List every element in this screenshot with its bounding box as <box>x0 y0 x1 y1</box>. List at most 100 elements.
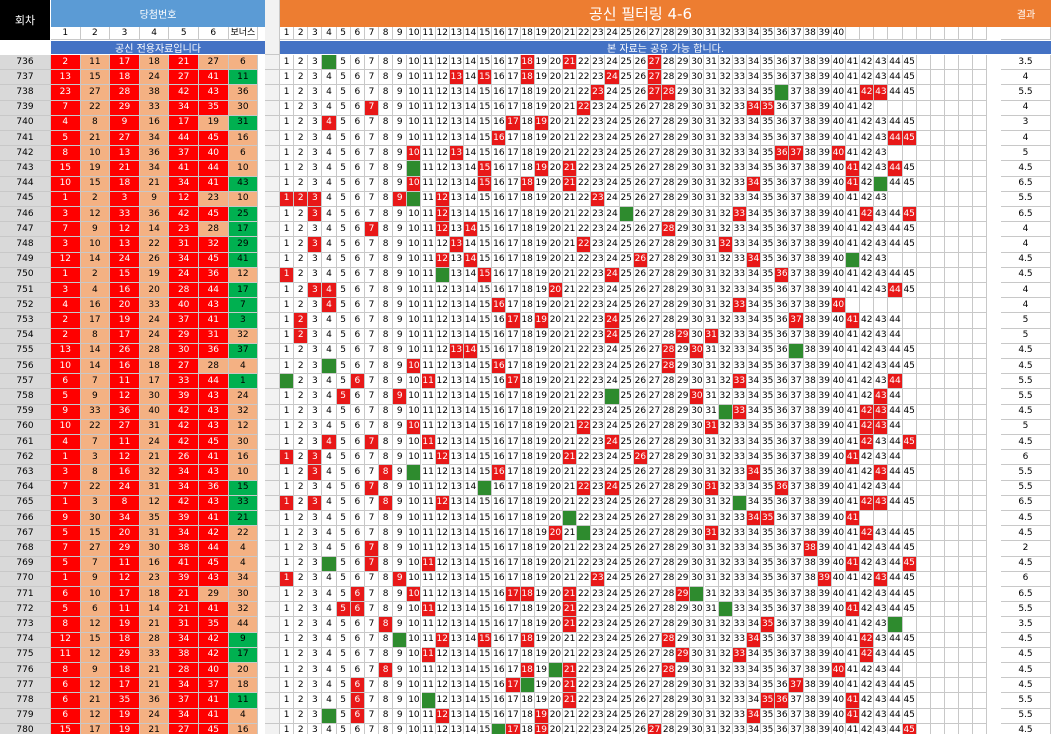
filter-cell[interactable]: 35 <box>761 495 776 511</box>
filter-cell[interactable]: 5 <box>336 480 351 496</box>
filter-cell[interactable]: 5 <box>336 131 351 147</box>
winning-numbers-header[interactable]: 당첨번호 <box>51 0 265 27</box>
filter-cell[interactable] <box>846 298 861 314</box>
filter-cell[interactable]: 44 <box>888 693 903 709</box>
filter-cell[interactable]: 40 <box>831 100 846 116</box>
filter-cell[interactable]: 17 <box>506 450 521 466</box>
winning-number[interactable]: 10 <box>51 176 81 192</box>
filter-cell[interactable]: 11 <box>421 511 436 527</box>
filter-cell[interactable]: 14 <box>463 632 479 648</box>
filter-cell[interactable]: 9 <box>393 85 408 101</box>
filter-cell[interactable]: 16 <box>492 237 507 253</box>
filter-cell[interactable]: 2 <box>294 115 309 131</box>
filter-cell[interactable]: 27 <box>647 222 663 238</box>
winning-number[interactable]: 19 <box>110 708 140 724</box>
result-cell[interactable]: 4 <box>1001 298 1051 314</box>
filter-cell[interactable]: 32 <box>718 663 733 679</box>
filter-cell[interactable]: 44 <box>888 389 903 405</box>
filter-cell[interactable]: 7 <box>364 632 380 648</box>
filter-cell[interactable]: 11 <box>421 404 436 420</box>
winning-number[interactable]: 19 <box>199 115 229 131</box>
filter-cell[interactable]: 35 <box>761 131 776 147</box>
filter-cell[interactable]: 13 <box>449 723 464 734</box>
winning-number[interactable]: 12 <box>110 571 140 587</box>
filter-cell[interactable]: 1 <box>280 647 295 663</box>
filter-cell[interactable]: 12 <box>435 100 450 116</box>
filter-cell[interactable]: 23 <box>591 480 606 496</box>
filter-cell[interactable]: 44 <box>888 176 903 192</box>
filter-cell[interactable]: 37 <box>789 191 804 207</box>
filter-cell[interactable] <box>959 587 974 603</box>
filter-cell[interactable]: 44 <box>888 678 903 694</box>
filter-cell[interactable]: 22 <box>577 663 592 679</box>
winning-number[interactable]: 32 <box>199 237 229 253</box>
filter-cell[interactable]: 7 <box>364 313 380 329</box>
result-cell[interactable]: 6.5 <box>1001 495 1051 511</box>
filter-cell[interactable]: 21 <box>563 359 578 375</box>
filter-cell[interactable]: 10 <box>407 693 422 709</box>
bonus-number[interactable]: 10 <box>228 161 259 177</box>
filter-cell[interactable]: 3 <box>308 343 323 359</box>
filter-cell[interactable]: 38 <box>803 283 818 299</box>
filter-cell[interactable]: 43 <box>874 495 889 511</box>
filter-cell[interactable]: 30 <box>690 556 705 572</box>
filter-cell[interactable]: 2 <box>294 541 309 557</box>
filter-cell[interactable]: 19 <box>534 146 549 162</box>
filter-cell[interactable]: 27 <box>647 465 663 481</box>
filter-cell[interactable]: 30 <box>690 161 705 177</box>
winning-number[interactable]: 1 <box>51 571 81 587</box>
filter-cell[interactable] <box>959 359 974 375</box>
filter-cell[interactable]: 3 <box>308 389 323 405</box>
filter-cell[interactable]: 39 <box>817 70 832 86</box>
filter-cell[interactable] <box>718 602 733 618</box>
filter-cell[interactable]: 2 <box>294 70 309 86</box>
filter-cell[interactable]: 10 <box>407 70 422 86</box>
bonus-number[interactable]: 30 <box>228 100 259 116</box>
filter-cell[interactable]: 9 <box>393 374 408 390</box>
filter-col-header[interactable]: 4 <box>322 27 337 40</box>
filter-cell[interactable]: 22 <box>577 632 592 648</box>
bonus-number[interactable]: 6 <box>228 146 259 162</box>
filter-cell[interactable]: 13 <box>449 571 464 587</box>
filter-cell[interactable]: 1 <box>280 617 295 633</box>
filter-cell[interactable]: 30 <box>690 328 705 344</box>
filter-cell[interactable]: 5 <box>336 465 351 481</box>
winning-number[interactable]: 24 <box>139 708 170 724</box>
filter-cell[interactable]: 1 <box>280 222 295 238</box>
winning-number[interactable]: 24 <box>139 313 170 329</box>
filter-cell[interactable]: 8 <box>379 617 394 633</box>
filter-cell[interactable]: 12 <box>435 541 450 557</box>
filter-cell[interactable]: 36 <box>775 723 790 734</box>
filter-cell[interactable]: 42 <box>860 556 875 572</box>
filter-cell[interactable]: 4 <box>322 313 337 329</box>
winning-number[interactable]: 31 <box>169 237 199 253</box>
filter-cell[interactable]: 7 <box>364 693 380 709</box>
filter-cell[interactable]: 41 <box>846 115 861 131</box>
filter-cell[interactable]: 5 <box>336 678 351 694</box>
filter-cell[interactable]: 29 <box>676 161 691 177</box>
filter-cell[interactable]: 38 <box>803 161 818 177</box>
filter-cell[interactable]: 35 <box>761 313 776 329</box>
filter-cell[interactable] <box>945 723 960 734</box>
filter-cell[interactable]: 8 <box>379 526 394 542</box>
filter-cell[interactable] <box>930 131 946 147</box>
filter-cell[interactable]: 13 <box>449 283 464 299</box>
winning-number[interactable]: 10 <box>51 419 81 435</box>
winning-number[interactable]: 21 <box>139 678 170 694</box>
filter-cell[interactable]: 14 <box>463 298 479 314</box>
filter-cell[interactable]: 40 <box>831 450 846 466</box>
filter-cell[interactable]: 14 <box>463 313 479 329</box>
filter-cell[interactable]: 18 <box>520 663 535 679</box>
filter-cell[interactable]: 30 <box>690 602 705 618</box>
filter-cell[interactable]: 26 <box>633 723 648 734</box>
filter-cell[interactable]: 14 <box>463 146 479 162</box>
filter-cell[interactable]: 5 <box>336 435 351 451</box>
filter-cell[interactable]: 22 <box>577 465 592 481</box>
filter-cell[interactable]: 44 <box>888 207 903 223</box>
filter-cell[interactable]: 11 <box>421 480 436 496</box>
filter-cell[interactable]: 19 <box>534 207 549 223</box>
filter-cell[interactable]: 5 <box>336 495 351 511</box>
filter-cell[interactable]: 16 <box>492 450 507 466</box>
round-cell[interactable]: 780 <box>0 723 51 734</box>
filter-cell[interactable]: 27 <box>647 237 663 253</box>
